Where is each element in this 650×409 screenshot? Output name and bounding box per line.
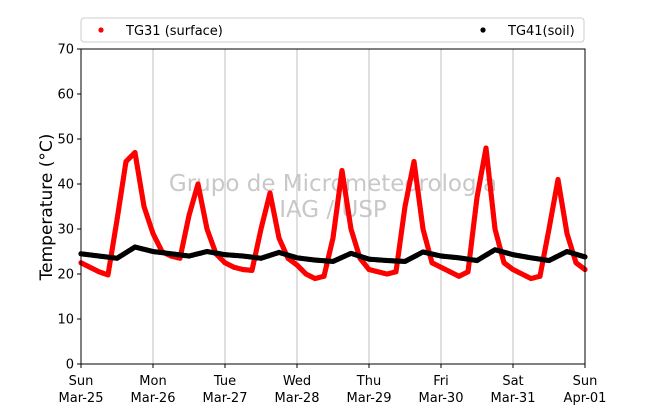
x-tick-label-day: Fri [433, 374, 449, 389]
data-points [78, 145, 588, 282]
y-axis-label: Temperature (°C) [37, 134, 57, 282]
x-tick-label-day: Mon [139, 374, 166, 389]
x-tick-label-day: Sun [69, 374, 94, 389]
x-tick-label-date: Mar-31 [491, 391, 536, 406]
x-tick-label-day: Sun [573, 374, 598, 389]
x-tick-label-date: Mar-25 [59, 391, 104, 406]
x-tick-label-date: Mar-26 [131, 391, 176, 406]
y-tick-label: 20 [57, 268, 74, 283]
series-surface [78, 145, 588, 282]
y-axis: 0 10 20 30 40 50 60 70 [57, 43, 81, 373]
y-tick-label: 60 [57, 88, 74, 103]
grid [152, 49, 514, 364]
legend-label-surface: TG31 (surface) [125, 24, 223, 39]
legend: TG31 (surface) TG41(soil) [80, 17, 585, 43]
legend-marker-surface [98, 27, 104, 33]
x-tick-label-date: Mar-28 [275, 391, 320, 406]
x-tick-label-day: Sat [502, 374, 523, 389]
series-soil [78, 244, 588, 264]
x-tick-label-date: Mar-30 [419, 391, 464, 406]
y-tick-label: 0 [66, 358, 74, 373]
x-axis: Sun Mar-25 Mon Mar-26 Tue Mar-27 Wed Mar-28 Thu M… [59, 364, 607, 406]
legend-label-soil: TG41(soil) [507, 24, 575, 39]
x-tick-label-day: Tue [213, 374, 236, 389]
y-tick-label: 30 [57, 223, 74, 238]
y-tick-label: 50 [57, 133, 74, 148]
x-tick-label-date: Apr-01 [564, 391, 607, 406]
x-tick-label-date: Mar-27 [203, 391, 248, 406]
x-tick-label-day: Thu [356, 374, 381, 389]
watermark-line-1: Grupo de Micrometeorologia [169, 171, 497, 197]
x-tick-label-date: Mar-29 [347, 391, 392, 406]
x-tick-label-day: Wed [283, 374, 311, 389]
y-tick-label: 40 [57, 178, 74, 193]
legend-box [80, 17, 585, 43]
plot-frame [80, 48, 586, 365]
y-tick-label: 70 [57, 43, 74, 58]
y-tick-label: 10 [57, 313, 74, 328]
legend-marker-soil [480, 27, 486, 33]
